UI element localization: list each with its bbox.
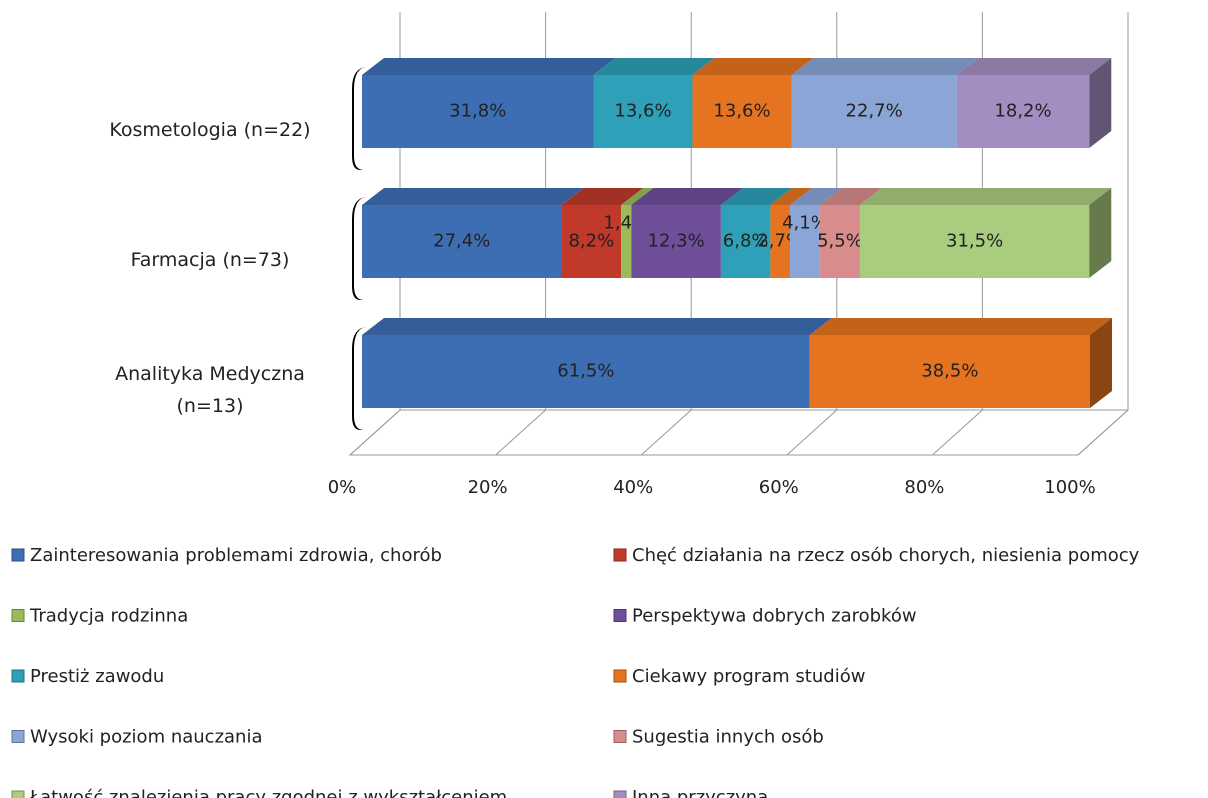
legend-label: Sugestia innych osób bbox=[632, 727, 824, 748]
legend-swatch bbox=[613, 548, 627, 562]
legend-swatch bbox=[613, 669, 627, 683]
legend-swatch bbox=[11, 548, 25, 562]
bar bbox=[692, 75, 792, 148]
bar-top bbox=[790, 188, 842, 205]
legend-label: Zainteresowania problemami zdrowia, chor… bbox=[30, 545, 442, 566]
bar-top bbox=[809, 318, 1112, 335]
bar-side bbox=[1089, 58, 1112, 148]
bar-top bbox=[791, 58, 979, 75]
legend-label: Wysoki poziom nauczania bbox=[30, 727, 263, 748]
bar-top bbox=[631, 188, 743, 205]
legend-label: Prestiż zawodu bbox=[30, 666, 164, 687]
legend-swatch bbox=[613, 730, 627, 743]
floor bbox=[348, 409, 1129, 456]
value-label: 13,6% bbox=[713, 101, 770, 122]
value-label: 38,5% bbox=[921, 361, 978, 382]
bar bbox=[770, 205, 791, 278]
legend-label: Tradycja rodzinna bbox=[29, 606, 188, 627]
bar bbox=[809, 335, 1090, 408]
legend-label: Inna przyczyna bbox=[632, 787, 768, 798]
bar bbox=[859, 205, 1090, 278]
value-label: 31,8% bbox=[449, 101, 506, 122]
x-tick-label: 20% bbox=[468, 477, 508, 498]
value-label: 5,5% bbox=[817, 231, 863, 252]
bar-top bbox=[692, 58, 814, 75]
bar bbox=[362, 75, 594, 148]
category-label: Kosmetologia (n=22) bbox=[109, 118, 311, 141]
bar bbox=[621, 205, 632, 278]
bar bbox=[362, 205, 562, 278]
x-tick-label: 60% bbox=[759, 477, 799, 498]
value-label: 61,5% bbox=[557, 361, 614, 382]
bar-top bbox=[819, 188, 882, 205]
legend-swatch bbox=[613, 790, 627, 798]
value-label: 8,2% bbox=[568, 231, 614, 252]
x-tick-label: 0% bbox=[328, 477, 357, 498]
legend-label: Łatwość znalezienia pracy zgodnej z wyks… bbox=[29, 787, 507, 798]
legend-swatch bbox=[11, 790, 25, 798]
legend-swatch bbox=[11, 609, 25, 622]
value-label: 12,3% bbox=[648, 231, 705, 252]
bar bbox=[956, 75, 1090, 148]
value-label: 4,1% bbox=[782, 213, 828, 234]
legend-swatch bbox=[11, 730, 25, 743]
bar-top bbox=[593, 58, 715, 75]
bar bbox=[791, 75, 957, 148]
bar-cap bbox=[352, 327, 368, 430]
category-label: Analityka Medyczna (n=13) bbox=[115, 362, 305, 417]
bar-top bbox=[859, 188, 1112, 205]
bar bbox=[631, 205, 721, 278]
bar bbox=[720, 205, 771, 278]
bar-cap bbox=[352, 197, 368, 300]
bar-top bbox=[720, 188, 793, 205]
bar-top bbox=[362, 58, 616, 75]
legend-swatch bbox=[11, 669, 25, 683]
legend-label: Perspektywa dobrych zarobków bbox=[632, 606, 917, 627]
bar-top bbox=[561, 188, 644, 205]
value-label: 31,5% bbox=[946, 231, 1003, 252]
x-tick-label: 80% bbox=[904, 477, 944, 498]
legend-swatch bbox=[613, 609, 627, 622]
bar bbox=[362, 335, 810, 408]
legend-label: Chęć działania na rzecz osób chorych, ni… bbox=[632, 545, 1140, 566]
value-label: 6,8% bbox=[723, 231, 769, 252]
legend-label: Ciekawy program studiów bbox=[632, 666, 865, 687]
bar-top bbox=[362, 318, 832, 335]
bar-top bbox=[362, 188, 584, 205]
value-label: 22,7% bbox=[846, 101, 903, 122]
x-tick-label: 40% bbox=[613, 477, 653, 498]
bar-side bbox=[1089, 188, 1112, 278]
value-label: 18,2% bbox=[994, 101, 1051, 122]
grid-line bbox=[1077, 12, 1129, 456]
bar bbox=[819, 205, 860, 278]
bar-side bbox=[1090, 318, 1112, 408]
bar-top bbox=[621, 188, 654, 205]
value-label: 13,6% bbox=[614, 101, 671, 122]
bar-top bbox=[956, 58, 1112, 75]
x-tick-label: 100% bbox=[1044, 477, 1095, 498]
bar bbox=[561, 205, 622, 278]
category-label: Farmacja (n=73) bbox=[130, 248, 290, 271]
bar-cap bbox=[352, 67, 368, 170]
bar bbox=[790, 205, 820, 278]
value-label: 27,4% bbox=[433, 231, 490, 252]
bar bbox=[593, 75, 693, 148]
bar-top bbox=[770, 188, 813, 205]
